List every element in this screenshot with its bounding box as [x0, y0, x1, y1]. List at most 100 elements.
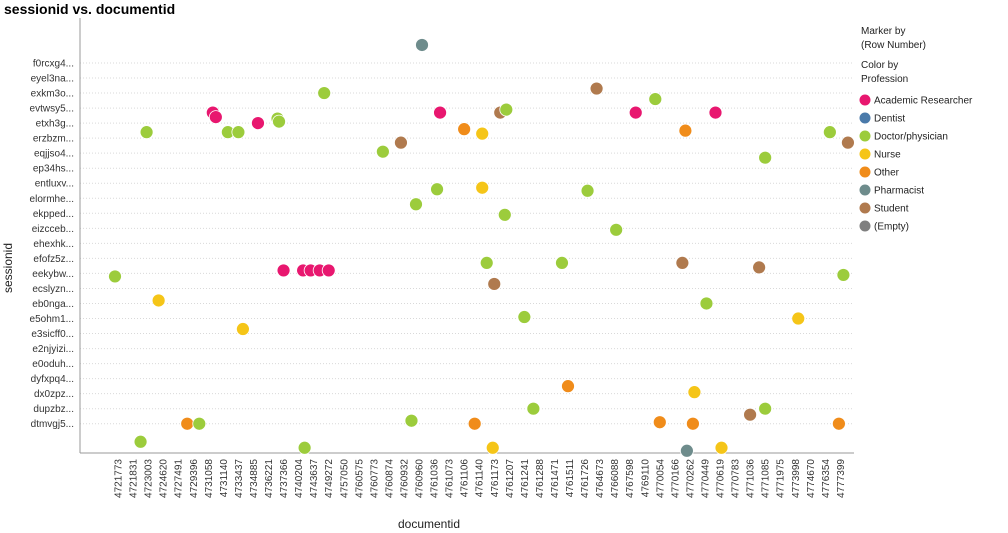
data-point[interactable] [517, 310, 532, 324]
data-point[interactable] [457, 122, 472, 137]
legend-item[interactable]: Dentist [859, 112, 906, 125]
y-tick-label: dupzbz... [33, 404, 74, 415]
data-point[interactable] [415, 38, 429, 52]
data-point[interactable] [708, 105, 723, 120]
legend-item[interactable]: Student [859, 202, 909, 215]
y-tick-label: evtwsy5... [30, 104, 74, 115]
data-point[interactable] [375, 144, 390, 159]
data-points [108, 38, 855, 458]
data-point[interactable] [526, 401, 541, 416]
legend-item[interactable]: (Empty) [859, 220, 910, 233]
legend-label: Academic Researcher [874, 96, 973, 107]
data-point[interactable] [236, 322, 250, 336]
legend-label: Other [874, 168, 900, 179]
data-point[interactable] [652, 415, 667, 430]
data-point[interactable] [475, 126, 490, 141]
data-point[interactable] [108, 269, 122, 284]
x-tick-label: 4767598 [625, 459, 636, 498]
legend-item[interactable]: Nurse [859, 148, 902, 161]
x-tick-label: 4761511 [565, 459, 576, 498]
data-point[interactable] [648, 92, 663, 106]
x-tick-label: 4749272 [324, 459, 335, 498]
y-axis-label: sessionid [1, 243, 15, 293]
data-point[interactable] [678, 123, 693, 138]
data-point[interactable] [394, 135, 408, 150]
x-tick-label: 4766088 [610, 459, 621, 498]
data-point[interactable] [791, 311, 806, 326]
x-axis-label: documentid [398, 517, 460, 531]
legend-items[interactable]: Academic Researcher Dentist Doctor/physici… [859, 94, 974, 233]
data-point[interactable] [841, 135, 855, 150]
data-point[interactable] [831, 416, 846, 431]
data-point[interactable] [555, 255, 569, 270]
x-tick-label: 4724620 [159, 459, 170, 498]
data-point[interactable] [479, 255, 494, 270]
data-point[interactable] [699, 296, 714, 311]
y-tick-label: exkm3o... [31, 89, 74, 100]
data-point[interactable] [139, 125, 154, 140]
data-point[interactable] [317, 86, 332, 100]
data-point[interactable] [297, 440, 312, 455]
data-point[interactable] [836, 268, 851, 282]
data-point[interactable] [686, 416, 700, 431]
data-point[interactable] [758, 401, 773, 416]
data-point[interactable] [208, 110, 223, 125]
data-point[interactable] [487, 277, 502, 291]
legend-swatch [859, 112, 871, 124]
data-point[interactable] [687, 385, 702, 400]
y-tick-labels: f0rcxg4... eyel3na... exkm3o... evtwsy5... e… [30, 59, 74, 431]
legend-item[interactable]: Other [859, 166, 900, 179]
data-point[interactable] [276, 263, 291, 278]
data-point[interactable] [485, 440, 500, 455]
legend-label: Dentist [874, 114, 905, 125]
data-point[interactable] [404, 413, 419, 428]
data-point[interactable] [714, 440, 729, 455]
x-tick-label: 4771085 [761, 459, 772, 498]
data-point[interactable] [475, 180, 490, 195]
y-tick-label: e0oduh... [32, 359, 74, 370]
data-point[interactable] [628, 105, 643, 120]
x-tick-label: 4761073 [445, 459, 456, 498]
data-point[interactable] [822, 125, 837, 140]
x-tick-label: 4723003 [144, 459, 155, 498]
data-point[interactable] [321, 263, 336, 278]
data-point[interactable] [133, 434, 148, 449]
data-point[interactable] [251, 116, 265, 131]
x-tick-label: 4737366 [279, 459, 290, 498]
data-point[interactable] [151, 293, 166, 308]
data-point[interactable] [580, 183, 595, 198]
x-tick-label: 4761726 [580, 459, 591, 498]
data-point[interactable] [497, 207, 512, 222]
legend-swatch [859, 184, 871, 196]
data-point[interactable] [467, 416, 482, 431]
data-point[interactable] [231, 125, 246, 140]
data-point[interactable] [272, 114, 286, 129]
data-point[interactable] [743, 407, 757, 422]
legend-item[interactable]: Academic Researcher [859, 94, 974, 107]
legend-item[interactable]: Pharmacist [859, 184, 925, 197]
legend: Marker by (Row Number) Color by Professi… [859, 26, 974, 233]
data-point[interactable] [180, 416, 195, 431]
chart-title: sessionid vs. documentid [4, 1, 175, 17]
y-tick-label: entluxv... [35, 179, 74, 190]
data-point[interactable] [589, 81, 604, 96]
x-tick-label: 4757050 [339, 459, 350, 498]
x-tick-label: 4770783 [731, 459, 742, 498]
data-point[interactable] [675, 255, 690, 270]
data-point[interactable] [409, 197, 423, 212]
legend-item[interactable]: Doctor/physician [859, 130, 948, 143]
data-point[interactable] [430, 182, 444, 197]
data-point[interactable] [499, 102, 514, 117]
data-point[interactable] [561, 379, 575, 394]
data-point[interactable] [758, 150, 773, 165]
x-tick-label: 4729396 [189, 459, 200, 498]
x-tick-label: 4743637 [309, 459, 320, 498]
y-tick-label: efofz5z... [33, 254, 74, 265]
data-point[interactable] [609, 222, 624, 237]
data-point[interactable] [752, 260, 767, 275]
data-point[interactable] [433, 105, 447, 120]
y-tick-label: erzbzm... [33, 134, 74, 145]
data-point[interactable] [679, 443, 694, 458]
data-point[interactable] [192, 416, 207, 431]
